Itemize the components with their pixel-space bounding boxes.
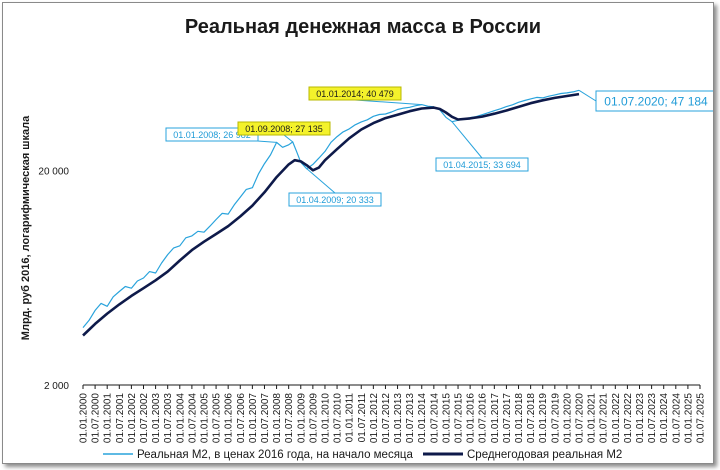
x-tick-label: 01.01.2022 <box>611 393 622 443</box>
x-tick-label: 01.01.2011 <box>345 393 356 443</box>
series-line-real-m2 <box>82 89 580 328</box>
x-tick-label: 01.01.2017 <box>490 393 501 443</box>
x-tick-label: 01.07.2021 <box>599 393 610 443</box>
x-tick-label: 01.07.2007 <box>260 393 271 443</box>
x-tick-label: 01.01.2010 <box>320 393 331 443</box>
x-tick-label: 01.01.2024 <box>659 393 670 443</box>
annotation-leader <box>451 121 483 159</box>
annotation-label: 01.01.2014; 40 479 <box>316 89 394 99</box>
x-tick-label: 01.01.2008 <box>272 393 283 443</box>
x-tick-label: 01.07.2010 <box>333 393 344 443</box>
x-tick-label: 01.01.2025 <box>683 393 694 443</box>
x-tick-label: 01.07.2014 <box>429 393 440 443</box>
x-tick-label: 01.01.2006 <box>224 393 235 443</box>
annotation-label: 01.04.2009; 20 333 <box>296 195 374 205</box>
x-tick-label: 01.07.2015 <box>454 393 465 443</box>
x-tick-label: 01.01.2002 <box>127 393 138 443</box>
annotation-leader <box>306 168 336 194</box>
x-tick-label: 01.01.2020 <box>562 393 573 443</box>
annotation-leader <box>354 99 422 106</box>
x-tick-label: 01.07.2024 <box>671 393 682 443</box>
annotation-leader <box>283 134 294 143</box>
x-tick-label: 01.07.2012 <box>381 393 392 443</box>
x-tick-label: 01.01.2016 <box>466 393 477 443</box>
x-tick-label: 01.01.2003 <box>151 393 162 443</box>
x-tick-label: 01.07.2018 <box>526 393 537 443</box>
x-tick-label: 01.01.2001 <box>103 393 114 443</box>
x-tick-label: 01.07.2001 <box>115 393 126 443</box>
legend-label-m2: Реальная М2, в ценах 2016 года, на начал… <box>137 449 414 461</box>
x-tick-label: 01.07.2020 <box>575 393 586 443</box>
x-tick-label: 01.01.2015 <box>441 393 452 443</box>
series-line-average-m2 <box>82 92 580 337</box>
y-ticks: 2 000 20 000 <box>38 166 69 392</box>
x-tick-label: 01.07.2000 <box>91 393 102 443</box>
chart-frame: Реальная денежная масса в России Млрд. р… <box>2 2 714 464</box>
x-tick-label: 01.07.2013 <box>405 393 416 443</box>
y-tick-label: 20 000 <box>38 166 69 177</box>
annotation-box <box>237 121 331 136</box>
x-tick-label: 01.07.2022 <box>623 393 634 443</box>
legend-label-avg: Среднегодовая реальная М2 <box>467 449 622 461</box>
x-tick-label: 01.01.2014 <box>417 393 428 443</box>
annotation-box <box>308 86 402 101</box>
x-tick-label: 01.01.2023 <box>635 393 646 443</box>
x-tick-label: 01.07.2004 <box>187 393 198 443</box>
x-tick-label: 01.07.2002 <box>139 393 150 443</box>
annotation-box <box>288 192 382 207</box>
annotation-box <box>595 90 713 112</box>
series-layer <box>82 89 580 337</box>
x-tick-label: 01.01.2013 <box>393 393 404 443</box>
x-tick-label: 01.07.2023 <box>647 393 658 443</box>
annotation-label: 01.07.2020; 47 184 <box>604 95 708 109</box>
annotation-label: 01.09.2008; 27 135 <box>245 124 323 134</box>
x-tick-label: 01.07.2006 <box>236 393 247 443</box>
y-tick-label: 2 000 <box>44 381 69 392</box>
x-tick-label: 01.01.2007 <box>248 393 259 443</box>
x-tick-label: 01.07.2025 <box>696 393 707 443</box>
x-tick-label: 01.07.2008 <box>284 393 295 443</box>
chart-title: Реальная денежная масса в России <box>185 16 541 38</box>
x-tick-label: 01.01.2005 <box>199 393 210 443</box>
y-axis-label: Млрд. руб 2016, логарифмическая шкала <box>20 115 32 340</box>
annotation-label: 01.01.2008; 26 982 <box>173 130 251 140</box>
x-tick-label: 01.07.2011 <box>357 393 368 443</box>
annotation-leader <box>578 89 597 102</box>
x-tick-label: 01.07.2009 <box>308 393 319 443</box>
x-tick-label: 01.07.2016 <box>478 393 489 443</box>
x-tick-label: 01.01.2019 <box>538 393 549 443</box>
x-tick-label: 01.07.2017 <box>502 393 513 443</box>
chart-canvas: Реальная денежная масса в России Млрд. р… <box>20 16 713 461</box>
legend: Реальная М2, в ценах 2016 года, на начал… <box>103 449 622 461</box>
x-tick-label: 01.01.2004 <box>175 393 186 443</box>
x-tick-label: 01.01.2000 <box>79 393 90 443</box>
x-tick-label: 01.01.2021 <box>587 393 598 443</box>
annotation-label: 01.04.2015; 33 694 <box>443 160 521 170</box>
x-tick-label: 01.01.2018 <box>514 393 525 443</box>
x-tick-label: 01.01.2012 <box>369 393 380 443</box>
x-tick-label: 01.01.2009 <box>296 393 307 443</box>
x-axis: 01.01.2000 01.07.2000 01.01.2001 01.07.2001… <box>79 384 707 443</box>
annotation-box <box>435 157 529 172</box>
x-tick-label: 01.07.2005 <box>212 393 223 443</box>
x-tick-label: 01.07.2019 <box>550 393 561 443</box>
x-tick-label: 01.07.2003 <box>163 393 174 443</box>
